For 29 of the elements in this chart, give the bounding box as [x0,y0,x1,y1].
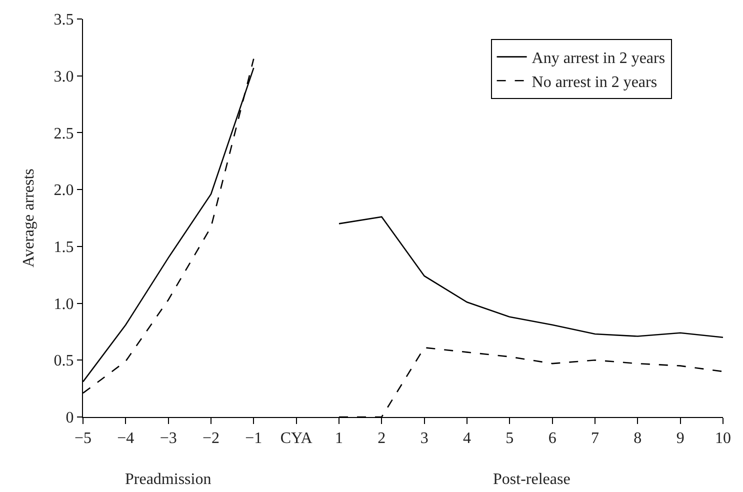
y-axis-title: Average arrests [20,168,38,268]
x-tick-label: 7 [591,430,599,448]
y-tick-label: 2.0 [54,182,74,200]
x-tick-label: 1 [335,430,343,448]
x-tick-label: 8 [634,430,642,448]
x-tick-label: −2 [202,430,220,448]
x-tick-label: 10 [715,430,731,448]
text: Preadmission [125,471,212,488]
x-tick-label: −5 [74,430,92,448]
y-tick-label: 3.0 [54,68,74,86]
x-tick-label: −3 [160,430,177,448]
x-tick-label: CYA [280,430,313,448]
y-tick-label: 0 [66,410,74,427]
x-tick-label: −1 [245,430,262,448]
x-tick-label: 3 [420,430,428,448]
x-tick-label: −4 [117,430,134,448]
y-tick-label: 1.0 [54,296,74,313]
y-tick-label: 2.5 [54,125,74,142]
x-tick-label: 4 [463,430,471,448]
text: Post-release [493,471,570,488]
x-tick-label: 2 [378,430,386,448]
x-tick-label: 5 [506,430,514,448]
y-tick-label: 0.5 [54,352,74,370]
x-tick-label: 6 [548,430,556,448]
y-tick-label: 3.5 [54,12,74,29]
legend-label: Any arrest in 2 years [532,50,666,68]
y-tick-label: 1.5 [54,239,74,256]
legend-label: No arrest in 2 years [532,74,658,91]
x-tick-label: 9 [676,430,684,448]
